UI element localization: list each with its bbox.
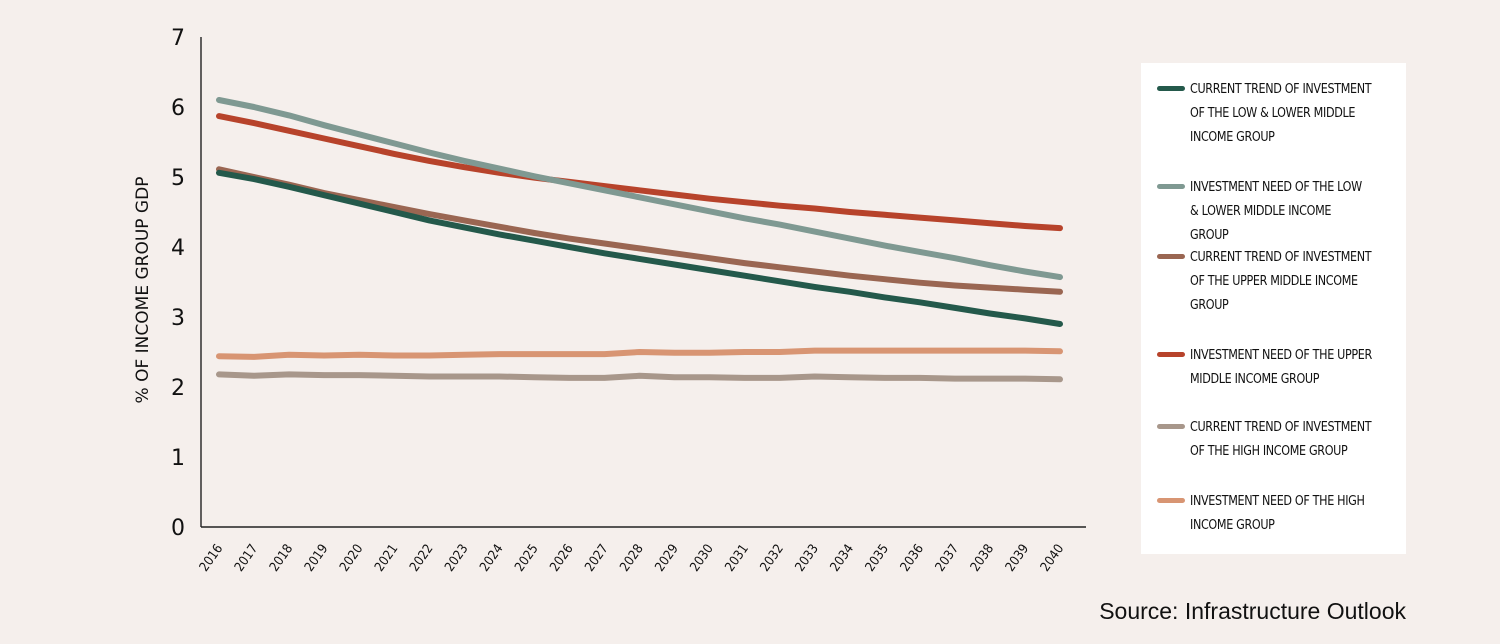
x-tick-label: 2030 — [687, 542, 716, 575]
legend-label: CURRENT TREND OF INVESTMENT OF THE HIGH … — [1190, 420, 1372, 459]
x-tick-label: 2021 — [372, 542, 401, 575]
y-tick-label: 5 — [171, 166, 185, 191]
x-tick-label: 2028 — [617, 542, 646, 575]
x-tick-label: 2034 — [828, 542, 857, 575]
x-tick-label: 2025 — [512, 542, 541, 575]
legend-item: CURRENT TREND OF INVESTMENT OF THE LOW &… — [1157, 78, 1402, 150]
x-tick-label: 2019 — [302, 542, 331, 575]
x-tick-label: 2024 — [477, 542, 506, 575]
y-tick-label: 7 — [171, 26, 185, 51]
x-tick-label: 2016 — [197, 542, 226, 575]
x-tick-label: 2038 — [968, 542, 997, 575]
legend-label: CURRENT TREND OF INVESTMENT OF THE LOW &… — [1190, 82, 1372, 145]
x-tick-label: 2022 — [407, 542, 436, 575]
chart-axes: 0 1 2 3 4 5 6 7 2016 2017 2018 2019 2020 2021 2022 2023… — [171, 26, 1086, 575]
x-tick-label: 2029 — [652, 542, 681, 575]
x-tick-label: 2039 — [1003, 542, 1032, 575]
x-tick-label: 2026 — [547, 542, 576, 575]
y-tick-label: 1 — [171, 446, 185, 471]
legend-label: INVESTMENT NEED OF THE UPPER MIDDLE INCO… — [1190, 348, 1372, 387]
legend-swatch — [1157, 254, 1185, 259]
legend-swatch — [1157, 184, 1185, 189]
x-tick-label: 2032 — [758, 542, 787, 575]
legend-label: CURRENT TREND OF INVESTMENT OF THE UPPER… — [1190, 250, 1372, 313]
series-line — [216, 113, 1063, 232]
legend-item: CURRENT TREND OF INVESTMENT OF THE UPPER… — [1157, 246, 1402, 318]
series-line — [216, 166, 1063, 295]
y-tick-label: 4 — [171, 236, 185, 261]
x-tick-label: 2031 — [723, 542, 752, 575]
legend-swatch — [1157, 86, 1185, 91]
legend-swatch — [1157, 498, 1185, 503]
y-tick-label: 2 — [171, 376, 185, 401]
legend-swatch — [1157, 424, 1185, 429]
x-tick-label: 2023 — [442, 542, 471, 575]
x-tick-label: 2035 — [863, 542, 892, 575]
series-line — [216, 347, 1063, 360]
y-axis-label: % OF INCOME GROUP GDP — [133, 177, 153, 404]
legend-item: INVESTMENT NEED OF THE HIGH INCOME GROUP — [1157, 490, 1402, 538]
legend-label: INVESTMENT NEED OF THE LOW & LOWER MIDDL… — [1190, 180, 1362, 243]
legend-item: INVESTMENT NEED OF THE UPPER MIDDLE INCO… — [1157, 344, 1402, 392]
source-note: Source: Infrastructure Outlook — [1099, 598, 1406, 624]
chart-series-lines — [216, 97, 1063, 383]
y-tick-label: 0 — [171, 516, 185, 541]
legend-item: CURRENT TREND OF INVESTMENT OF THE HIGH … — [1157, 416, 1402, 464]
y-tick-label: 6 — [171, 96, 185, 121]
y-tick-label: 3 — [171, 306, 185, 331]
legend-item: INVESTMENT NEED OF THE LOW & LOWER MIDDL… — [1157, 176, 1402, 248]
x-tick-label: 2037 — [933, 542, 962, 575]
x-tick-label: 2036 — [898, 542, 927, 575]
series-line — [216, 371, 1063, 383]
series-line — [216, 97, 1063, 281]
x-tick-label: 2033 — [793, 542, 822, 575]
x-tick-label: 2040 — [1038, 542, 1067, 575]
x-tick-label: 2020 — [337, 542, 366, 575]
legend-swatch — [1157, 352, 1185, 357]
x-tick-label: 2018 — [267, 542, 296, 575]
x-tick-label: 2017 — [232, 542, 261, 575]
x-tick-label: 2027 — [582, 542, 611, 575]
series-line — [216, 169, 1063, 327]
legend-label: INVESTMENT NEED OF THE HIGH INCOME GROUP — [1190, 494, 1365, 533]
chart-legend: CURRENT TREND OF INVESTMENT OF THE LOW &… — [1141, 63, 1406, 554]
